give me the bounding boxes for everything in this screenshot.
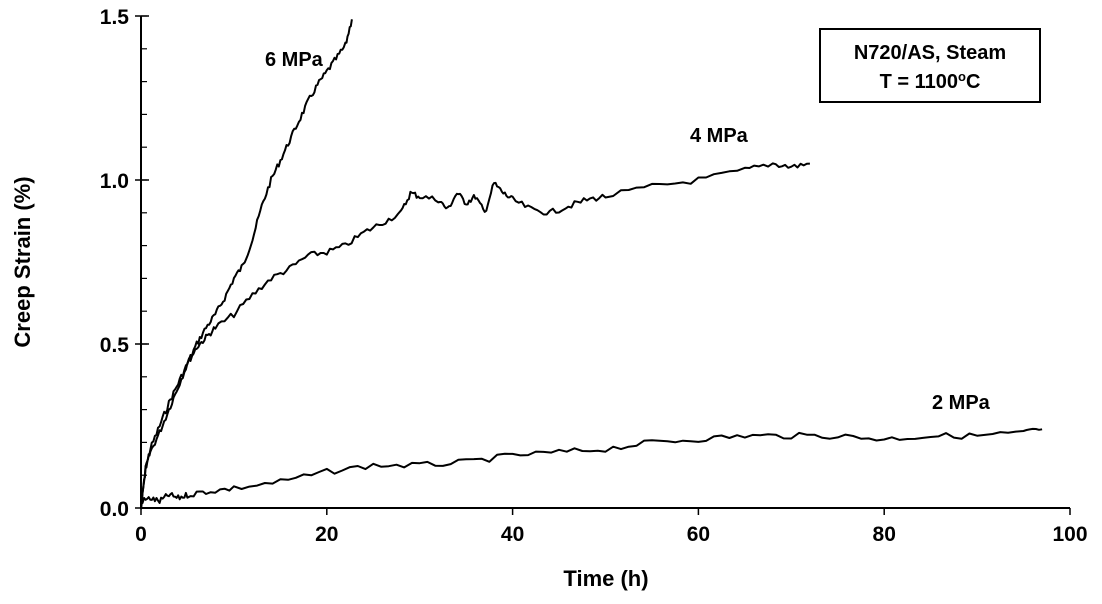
y-tick-label: 1.5 [100,6,130,29]
series-layer: 6 MPa 4 MPa 2 MPa [140,19,1043,510]
series-label-4-mpa: 4 MPa [690,125,749,147]
y-tick-label: 1.0 [100,170,129,193]
annotation-temp-degree: o [958,69,966,84]
series-label-2-mpa: 2 MPa [932,392,991,414]
x-tick-label: 80 [873,523,896,546]
series-line-6-mpa [140,19,353,509]
x-axis-title: Time (h) [563,566,648,591]
annotation-frame [819,28,1041,103]
y-tick-label: 0.0 [100,498,129,521]
x-tick-label: 0 [135,523,147,546]
y-tick-label: 0.5 [100,334,130,357]
annotation-temp-unit: C [966,71,980,93]
x-tick-label: 40 [501,523,524,546]
series-line-4-mpa [140,162,810,510]
x-tick-label: 20 [315,523,338,546]
series-line-2-mpa [140,427,1043,505]
annotation-line-temperature: T = 1100oC [880,69,981,94]
x-tick-label: 100 [1052,523,1087,546]
annotation-line-material: N720/AS, Steam [854,42,1006,64]
annotation-box: N720/AS, Steam T = 1100oC [819,28,1041,103]
series-label-6-mpa: 6 MPa [265,49,324,71]
annotation-temp-prefix: T = 1100 [880,71,958,93]
x-tick-label: 60 [687,523,710,546]
y-axis-title: Creep Strain (%) [10,176,35,347]
